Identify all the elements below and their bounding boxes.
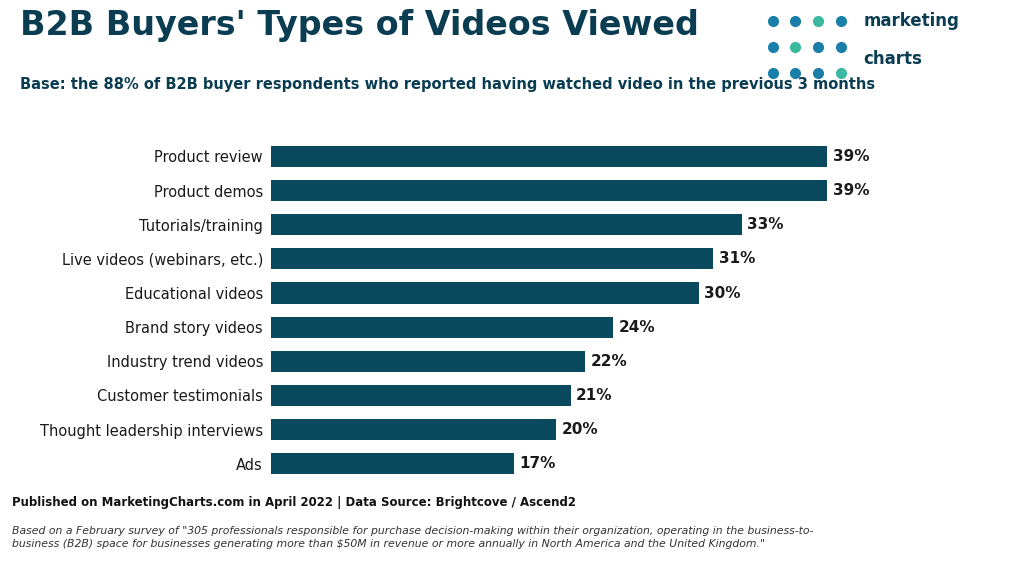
Text: 21%: 21% (577, 388, 612, 403)
Bar (271, 453, 514, 475)
Bar (271, 351, 585, 372)
Text: Base: the 88% of B2B buyer respondents who reported having watched video in the : Base: the 88% of B2B buyer respondents w… (20, 77, 876, 92)
Text: 39%: 39% (833, 183, 869, 198)
Text: B2B Buyers' Types of Videos Viewed: B2B Buyers' Types of Videos Viewed (20, 9, 699, 42)
Text: 30%: 30% (705, 286, 741, 300)
Text: marketing: marketing (863, 13, 959, 30)
Text: 24%: 24% (618, 320, 655, 335)
Bar (271, 419, 556, 440)
Text: Published on MarketingCharts.com in April 2022 | Data Source: Brightcove / Ascen: Published on MarketingCharts.com in Apri… (12, 496, 577, 509)
Bar (271, 385, 570, 406)
Text: charts: charts (863, 50, 922, 68)
Text: 39%: 39% (833, 149, 869, 164)
Bar (271, 282, 698, 304)
Bar (271, 180, 827, 201)
Bar (271, 248, 713, 270)
Text: 17%: 17% (519, 456, 556, 471)
Text: 33%: 33% (748, 217, 783, 232)
Bar (271, 146, 827, 167)
Bar (271, 214, 741, 236)
Text: 31%: 31% (719, 251, 755, 266)
Bar (271, 316, 613, 338)
Text: Based on a February survey of "305 professionals responsible for purchase decisi: Based on a February survey of "305 profe… (12, 526, 814, 549)
Text: 22%: 22% (591, 354, 628, 369)
Text: 20%: 20% (562, 422, 599, 437)
